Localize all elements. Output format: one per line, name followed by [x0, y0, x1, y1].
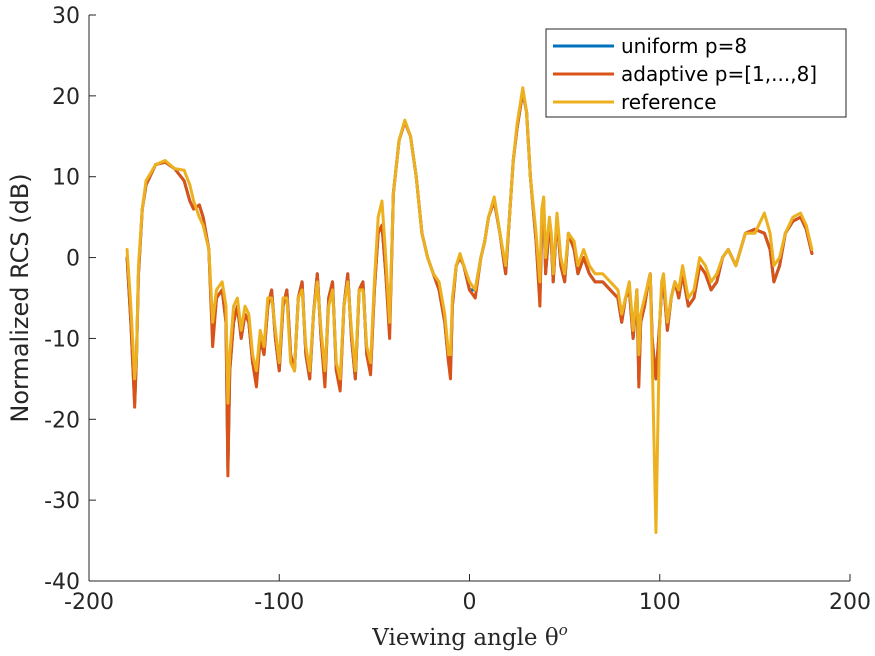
x-tick-label: -200: [64, 590, 114, 615]
legend-items: uniform p=8 adaptive p=[1,...,8] reference: [553, 34, 817, 114]
y-ticks: -40 -30 -20 -10 0 10 20 30: [44, 4, 96, 595]
x-tick-label: 200: [829, 590, 871, 615]
x-tick-label: 0: [463, 590, 477, 615]
y-tick-label: -30: [44, 489, 80, 514]
x-axis-label-main: Viewing angle θ: [371, 625, 558, 651]
y-axis-label: Normalized RCS (dB): [6, 173, 34, 422]
y-tick-label: -10: [44, 327, 80, 352]
y-tick-label: -20: [44, 408, 80, 433]
x-tick-label: 100: [639, 590, 681, 615]
legend: uniform p=8 adaptive p=[1,...,8] reference: [545, 28, 847, 118]
legend-label-3: reference: [621, 90, 717, 114]
x-axis-label-superscript: o: [559, 621, 568, 639]
y-tick-label: 10: [52, 166, 80, 191]
x-ticks: -200 -100 0 100 200: [64, 574, 871, 615]
y-tick-label: 30: [52, 4, 80, 29]
y-tick-label: 20: [52, 85, 80, 110]
y-tick-label: 0: [66, 247, 80, 272]
x-axis-label: Viewing angle θo: [371, 621, 567, 651]
x-tick-label: -100: [254, 590, 304, 615]
y-tick-label: -40: [44, 570, 80, 595]
series-line-3: [125, 86, 814, 534]
series-layer: [125, 86, 814, 534]
legend-label-1: uniform p=8: [621, 34, 747, 58]
legend-label-2: adaptive p=[1,...,8]: [621, 62, 817, 86]
